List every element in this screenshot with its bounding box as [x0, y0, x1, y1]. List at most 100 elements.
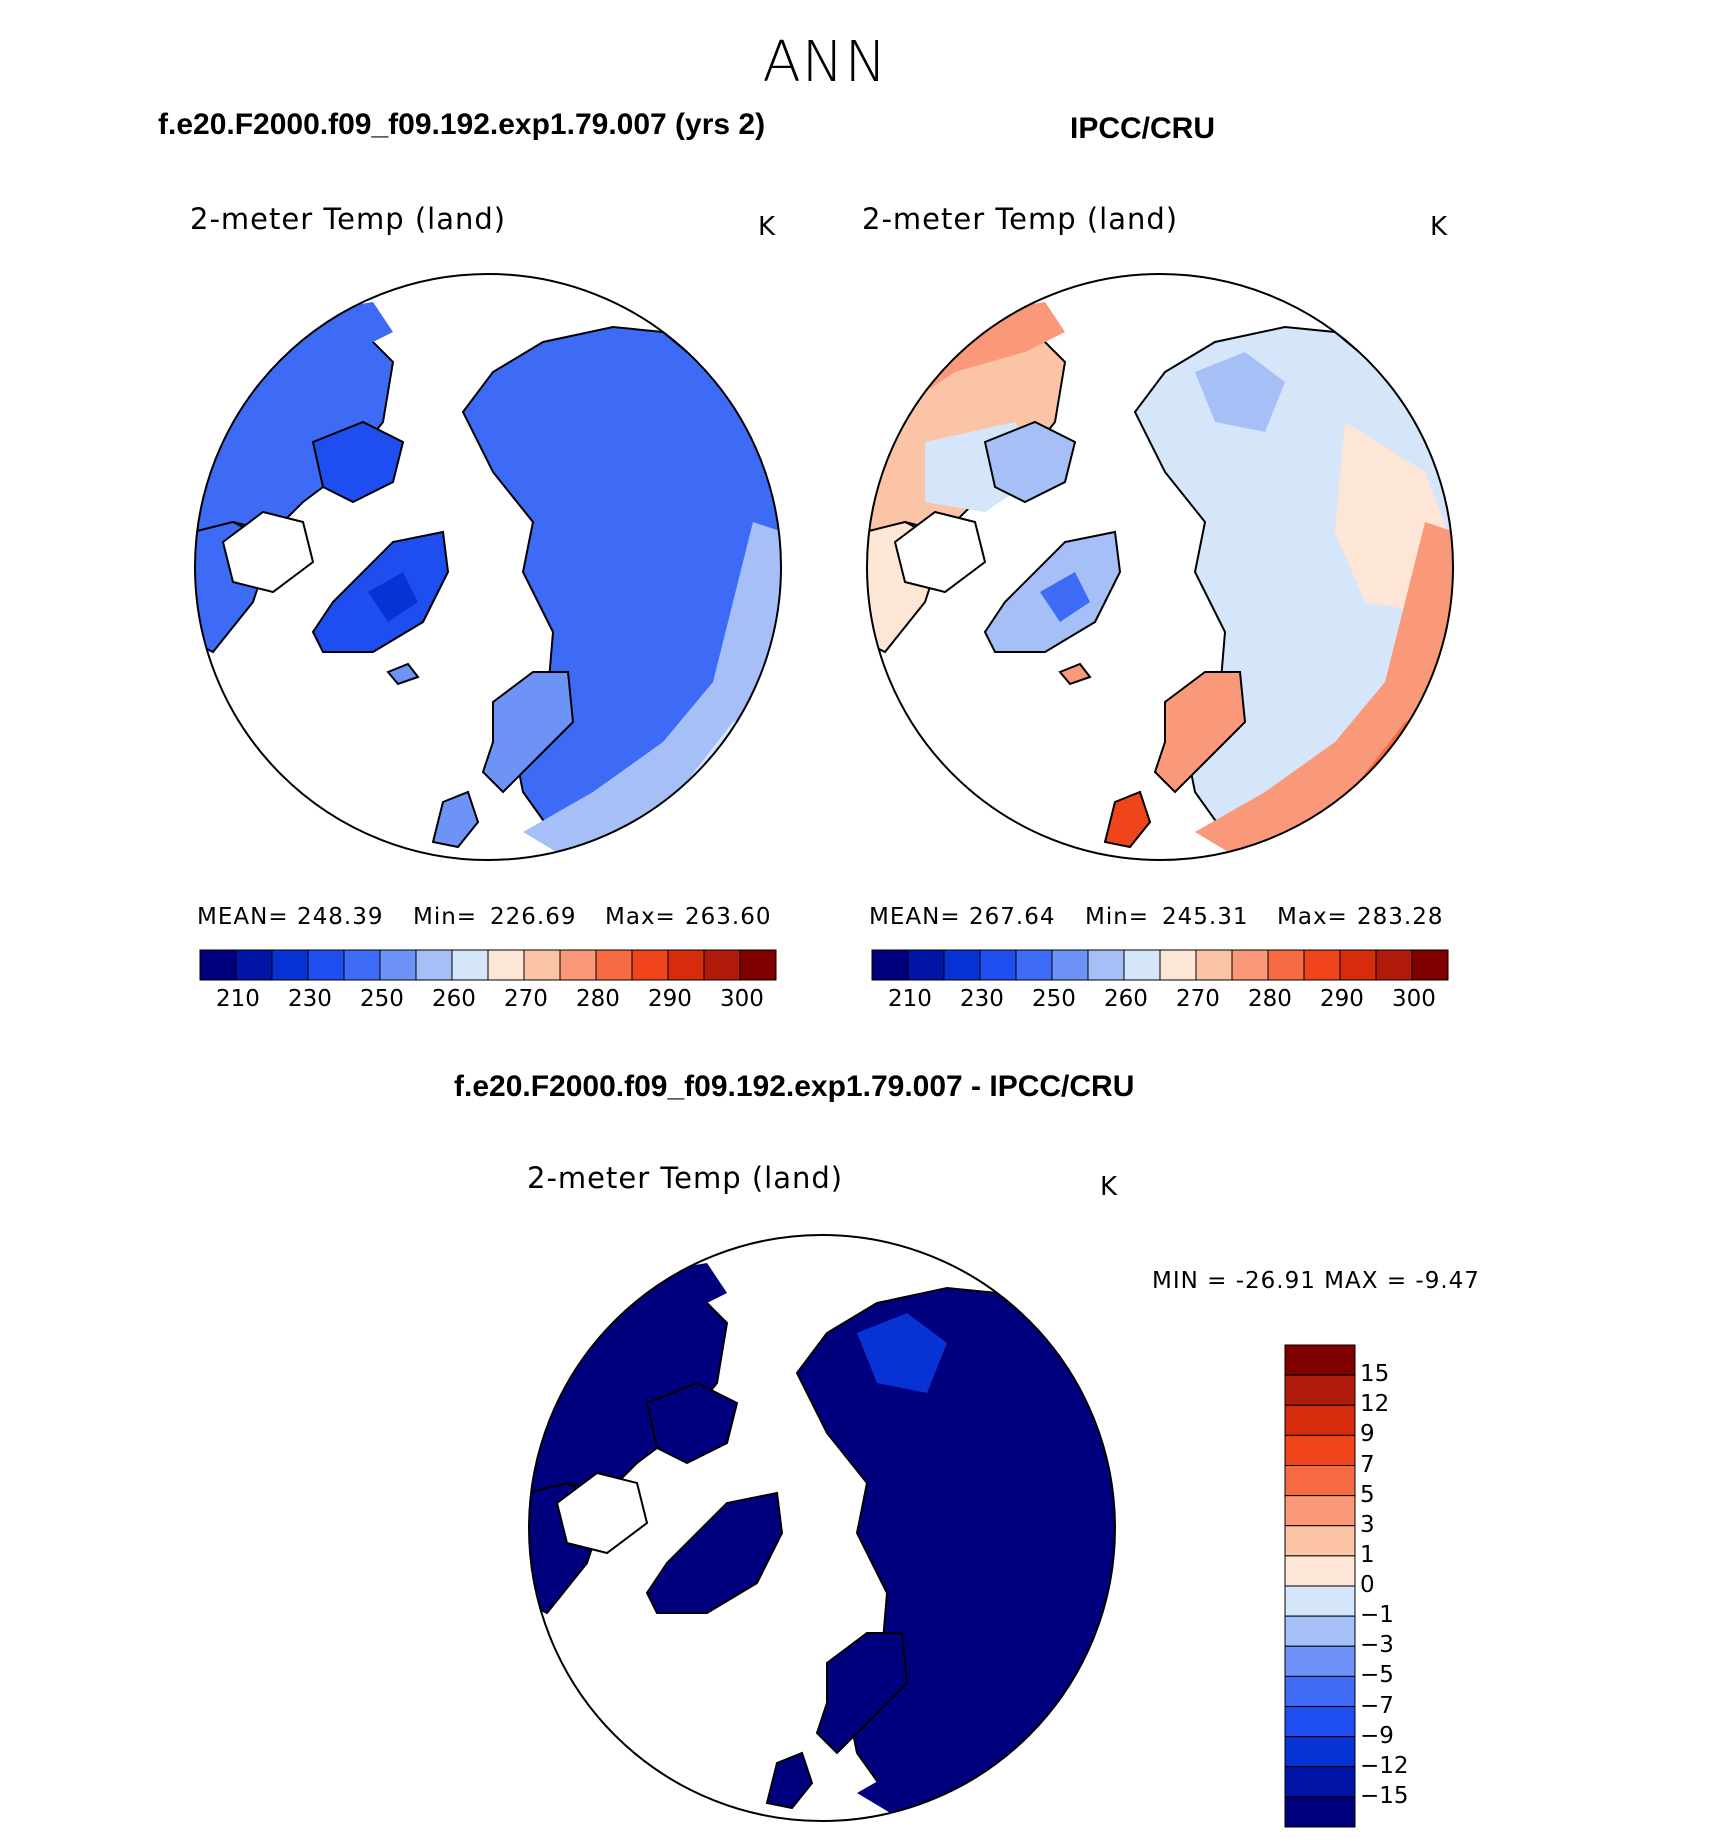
colorbar-box — [523, 949, 561, 981]
iceland-land — [386, 662, 420, 686]
colorbar-tick-label: −15 — [1360, 1782, 1409, 1809]
colorbar-box — [199, 949, 237, 981]
model-case-title: f.e20.F2000.f09_f09.192.exp1.79.007 (yrs… — [158, 108, 766, 141]
colorbar-box — [595, 949, 633, 981]
panel3-colorbar — [1284, 1344, 1356, 1828]
colorbar-box — [1284, 1706, 1356, 1738]
siberia-core — [857, 1313, 947, 1393]
colorbar-box — [1284, 1615, 1356, 1647]
panel2-min-label: Min= — [1085, 904, 1150, 930]
colorbar-box — [1284, 1645, 1356, 1677]
greenland-core — [1040, 572, 1090, 622]
colorbar-tick-label: 5 — [1360, 1481, 1375, 1508]
panel1-label: 2-meter Temp (land) — [190, 202, 507, 236]
colorbar-tick-label: 230 — [288, 986, 332, 1012]
scandinavia-land — [481, 671, 575, 794]
panel3-map — [528, 1234, 1116, 1822]
siberia-core — [1195, 352, 1285, 432]
colorbar-box — [1051, 949, 1089, 981]
colorbar-box — [979, 949, 1017, 981]
colorbar-box — [907, 949, 945, 981]
colorbar-box — [1284, 1434, 1356, 1466]
colorbar-box — [1284, 1555, 1356, 1587]
colorbar-box — [1284, 1374, 1356, 1406]
panel1-max-label: Max= — [605, 904, 676, 930]
panel1-min-label: Min= — [413, 904, 478, 930]
colorbar-box — [1195, 949, 1233, 981]
colorbar-tick-label: 260 — [432, 986, 476, 1012]
colorbar-box — [1284, 1495, 1356, 1527]
colorbar-box — [1375, 949, 1413, 981]
panel2-min: 245.31 — [1162, 904, 1249, 930]
colorbar-box — [871, 949, 909, 981]
colorbar-tick-label: 260 — [1104, 986, 1148, 1012]
canadian-archipelago-land — [311, 420, 405, 504]
colorbar-box — [1284, 1766, 1356, 1798]
hudson-bay — [555, 1471, 649, 1555]
colorbar-box — [1284, 1585, 1356, 1617]
colorbar-tick-label: −3 — [1360, 1632, 1394, 1659]
colorbar-box — [1015, 949, 1053, 981]
colorbar-tick-label: −5 — [1360, 1662, 1394, 1689]
scandinavia-land — [1153, 671, 1247, 794]
panel2-mean-label: MEAN= — [869, 904, 961, 930]
iceland-land — [1058, 662, 1092, 686]
colorbar-box — [1284, 1404, 1356, 1436]
panel1-map — [194, 273, 782, 861]
colorbar-box — [271, 949, 309, 981]
figure-title: ANN — [762, 30, 888, 95]
alaska-land — [195, 302, 393, 432]
panel3-label: 2-meter Temp (land) — [527, 1161, 844, 1195]
greenland-core — [368, 572, 418, 622]
colorbar-tick-label: 280 — [1248, 986, 1292, 1012]
colorbar-tick-label: −12 — [1360, 1752, 1409, 1779]
colorbar-box — [1284, 1344, 1356, 1376]
colorbar-box — [1267, 949, 1305, 981]
colorbar-box — [451, 949, 489, 981]
uk-land — [1103, 790, 1152, 849]
colorbar-box — [343, 949, 381, 981]
colorbar-box — [1123, 949, 1161, 981]
panel2-max-label: Max= — [1277, 904, 1348, 930]
colorbar-tick-label: −9 — [1360, 1722, 1394, 1749]
colorbar-box — [235, 949, 273, 981]
colorbar-tick-label: 15 — [1360, 1361, 1390, 1388]
panel1-mean-label: MEAN= — [197, 904, 289, 930]
panel2-colorbar-ticks: 210 230 250 260 270 280 290 300 — [872, 986, 1448, 1016]
panel2-map — [866, 273, 1454, 861]
colorbar-box — [307, 949, 345, 981]
colorbar-box — [415, 949, 453, 981]
uk-land — [431, 790, 480, 849]
colorbar-box — [1411, 949, 1449, 981]
colorbar-tick-label: 300 — [1392, 986, 1436, 1012]
colorbar-tick-label: 230 — [960, 986, 1004, 1012]
obs-case-title: IPCC/CRU — [1070, 112, 1216, 145]
colorbar-box — [703, 949, 741, 981]
canadian-archipelago-land — [645, 1381, 739, 1465]
colorbar-tick-label: 280 — [576, 986, 620, 1012]
colorbar-tick-label: 9 — [1360, 1421, 1375, 1448]
colorbar-tick-label: 250 — [1032, 986, 1076, 1012]
colorbar-box — [739, 949, 777, 981]
colorbar-tick-label: −1 — [1360, 1602, 1394, 1629]
panel1-max: 263.60 — [685, 904, 772, 930]
colorbar-tick-label: 1 — [1360, 1541, 1375, 1568]
panel2-units: K — [1430, 212, 1448, 242]
panel1-units: K — [758, 212, 776, 242]
colorbar-box — [1284, 1465, 1356, 1497]
panel2-mean: 267.64 — [969, 904, 1056, 930]
colorbar-tick-label: −7 — [1360, 1692, 1394, 1719]
colorbar-tick-label: 0 — [1360, 1572, 1375, 1598]
colorbar-box — [667, 949, 705, 981]
colorbar-box — [1339, 949, 1377, 981]
scandinavia-land — [815, 1632, 909, 1755]
colorbar-box — [1231, 949, 1269, 981]
colorbar-box — [1284, 1675, 1356, 1707]
panel1-colorbar — [199, 949, 777, 981]
colorbar-tick-label: 270 — [1176, 986, 1220, 1012]
colorbar-tick-label: 12 — [1360, 1391, 1390, 1418]
colorbar-tick-label: 270 — [504, 986, 548, 1012]
colorbar-box — [1284, 1525, 1356, 1557]
uk-land — [765, 1751, 814, 1810]
colorbar-box — [631, 949, 669, 981]
